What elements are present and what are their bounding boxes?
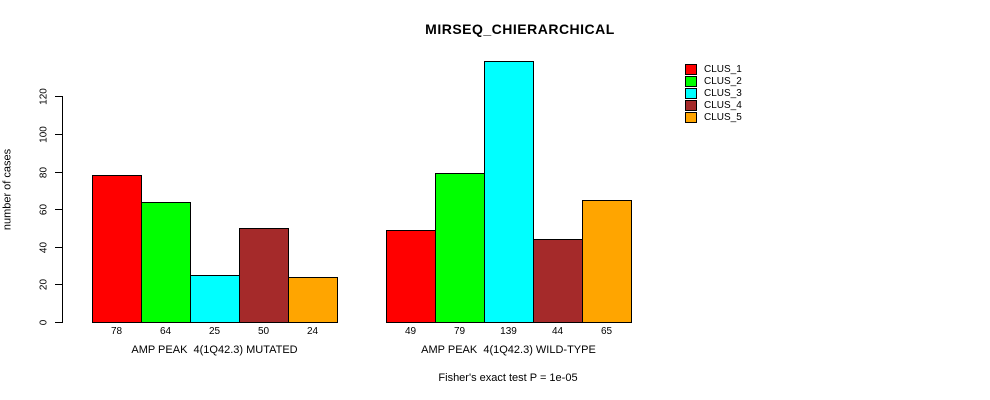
y-tick [55,284,62,285]
bar-value-label: 25 [208,326,221,337]
y-tick-label: 60 [38,203,50,216]
legend-row: CLUS_4 [685,99,742,111]
bar [190,275,240,323]
y-tick [55,322,62,323]
legend-swatch-icon [685,111,697,123]
group-label: AMP PEAK 4(1Q42.3) WILD-TYPE [421,344,596,356]
bar [582,200,632,323]
y-axis-label: number of cases [1,148,14,231]
bar [435,173,485,323]
y-tick-label: 100 [38,126,50,143]
y-axis-line [62,96,63,323]
legend: CLUS_1 CLUS_2 CLUS_3 CLUS_4 CLUS_5 [685,63,742,123]
y-tick-label: 40 [38,241,50,254]
bar [141,202,191,323]
legend-swatch-icon [685,75,697,87]
group-label: AMP PEAK 4(1Q42.3) MUTATED [131,344,298,356]
y-tick [55,247,62,248]
y-tick-label: 80 [38,166,50,179]
bar [92,175,142,323]
bar-value-label: 49 [404,326,417,337]
legend-swatch-icon [685,99,697,111]
y-tick [55,172,62,173]
y-tick-label: 0 [38,319,50,326]
legend-label: CLUS_1 [704,63,742,75]
legend-row: CLUS_2 [685,75,742,87]
y-tick-label: 120 [38,88,50,105]
legend-row: CLUS_1 [685,63,742,75]
y-tick [55,134,62,135]
bar-value-label: 139 [500,326,517,337]
y-tick [55,96,62,97]
y-tick [55,209,62,210]
fisher-test-annotation: Fisher's exact test P = 1e-05 [438,372,578,384]
bar-value-label: 24 [306,326,319,337]
legend-row: CLUS_3 [685,87,742,99]
bar [484,61,534,323]
bar [386,230,436,323]
bar-value-label: 79 [453,326,466,337]
legend-label: CLUS_3 [704,87,742,99]
bar-value-label: 78 [110,326,123,337]
bar-value-label: 44 [551,326,564,337]
legend-swatch-icon [685,63,697,75]
bar [239,228,289,323]
legend-swatch-icon [685,87,697,99]
bar [288,277,338,323]
chart-title: MIRSEQ_CHIERARCHICAL [425,21,615,37]
bar-value-label: 65 [600,326,613,337]
y-tick-label: 20 [38,278,50,291]
bar-value-label: 64 [159,326,172,337]
legend-label: CLUS_5 [704,111,742,123]
bar-value-label: 50 [257,326,270,337]
legend-label: CLUS_4 [704,99,742,111]
legend-label: CLUS_2 [704,75,742,87]
legend-row: CLUS_5 [685,111,742,123]
bar [533,239,583,323]
